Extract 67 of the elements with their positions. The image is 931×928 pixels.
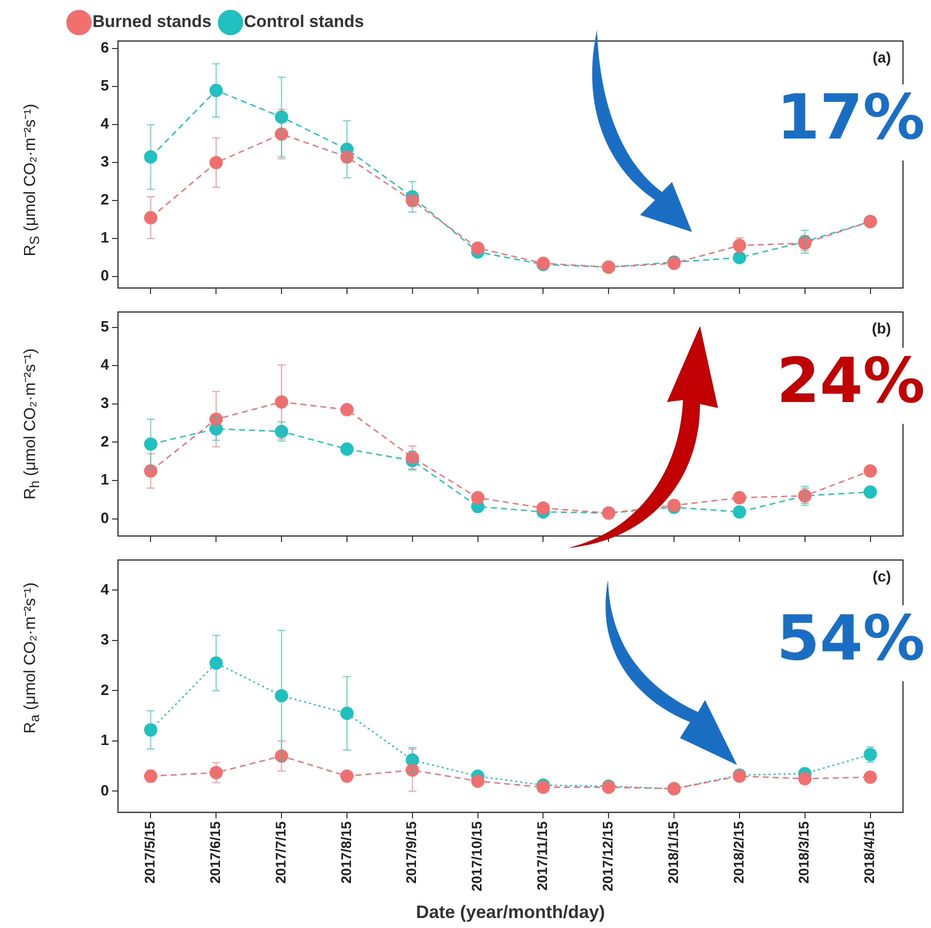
y-tick-label: 6 — [100, 40, 109, 57]
point — [536, 501, 550, 515]
x-tick-label: 2018/1/15 — [664, 821, 681, 884]
point — [274, 110, 288, 124]
y-tick-label: 4 — [100, 356, 110, 374]
point — [144, 437, 158, 451]
y-tick-label: 3 — [100, 395, 109, 412]
annotation: 24% — [776, 344, 925, 418]
point — [209, 656, 223, 670]
point — [340, 769, 354, 783]
point — [144, 150, 158, 164]
y-tick-label: 4 — [100, 116, 110, 133]
point — [732, 491, 746, 504]
y-tick-label: 1 — [100, 472, 109, 489]
x-tick-label: 2017/8/15 — [338, 821, 354, 884]
point — [209, 766, 223, 780]
legend-label: Control stands — [244, 12, 364, 32]
point — [144, 211, 158, 224]
y-tick-label: 4 — [100, 581, 110, 598]
y-tick-label: 1 — [100, 230, 109, 247]
x-tick-label: 2017/6/15 — [206, 821, 223, 884]
x-tick-label: 2017/10/15 — [468, 821, 485, 892]
point — [732, 238, 746, 252]
y-tick-label: 2 — [100, 682, 109, 699]
x-tick-label: 2018/3/15 — [796, 821, 812, 884]
point — [471, 491, 484, 504]
annotation: (c) — [872, 568, 891, 586]
annotation: 54% — [776, 601, 925, 674]
point — [864, 464, 877, 478]
y-tick-label: 1 — [100, 732, 109, 750]
x-tick-label: 2017/11/15 — [534, 821, 550, 891]
legend-label: Burned stands — [92, 12, 212, 32]
point — [732, 505, 746, 519]
point — [798, 772, 812, 786]
point — [274, 395, 288, 409]
y-tick-label: 5 — [100, 318, 109, 336]
y-tick-label: 5 — [100, 78, 109, 95]
y-tick-label: 0 — [100, 268, 109, 285]
x-tick-label: 2017/5/15 — [142, 821, 158, 884]
y-tick-label: 3 — [100, 632, 109, 649]
annotation: (a) — [872, 50, 891, 67]
x-axis-title: Date (year/month/day) — [416, 902, 606, 922]
point — [209, 84, 223, 98]
x-tick-label: 2017/7/15 — [272, 821, 288, 884]
point — [340, 706, 354, 720]
y-tick-label: 0 — [100, 782, 109, 800]
point — [274, 689, 288, 702]
point — [864, 485, 877, 499]
x-tick-label: 2018/4/15 — [861, 821, 878, 884]
x-tick-label: 2017/9/15 — [403, 821, 420, 884]
point — [864, 770, 877, 784]
point — [471, 774, 484, 788]
y-tick-label: 0 — [100, 510, 109, 527]
annotation: 17% — [776, 80, 925, 154]
y-tick-label: 2 — [100, 192, 109, 209]
point — [471, 241, 484, 255]
point — [209, 156, 223, 170]
y-tick-label: 3 — [100, 154, 109, 171]
x-tick-label: 2017/12/15 — [599, 821, 616, 892]
point — [144, 723, 158, 737]
annotation: (b) — [872, 320, 891, 338]
y-tick-label: 2 — [100, 433, 109, 450]
point — [340, 442, 354, 456]
x-tick-label: 2018/2/15 — [730, 821, 746, 884]
point — [274, 424, 288, 438]
point — [340, 402, 354, 416]
point — [732, 250, 746, 264]
